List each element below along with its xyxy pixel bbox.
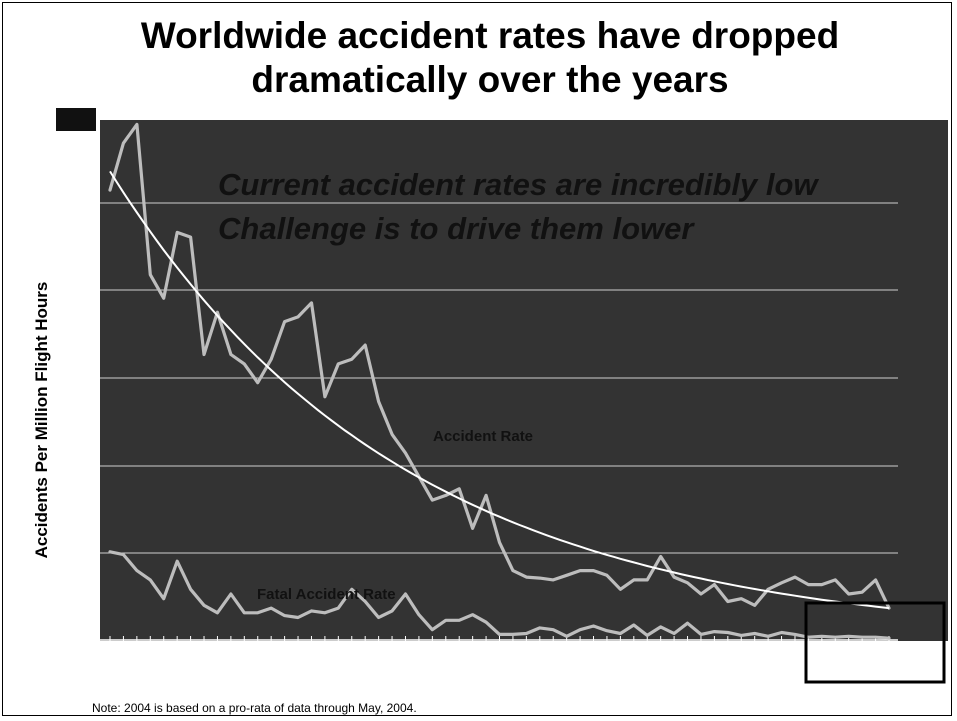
x-tick-label: 88 (670, 656, 684, 670)
x-tick-label: '03 (872, 656, 886, 673)
x-tick-label: 52 (187, 656, 201, 670)
x-tick-label: 70 (428, 656, 442, 670)
x-tick-label: 91 (710, 656, 724, 670)
x-tick-label: 61 (307, 656, 321, 670)
grid-lines (100, 202, 898, 554)
x-tick-label: 58 (267, 656, 281, 670)
x-tick-label: 82 (590, 656, 604, 670)
x-tick-label: 46 (106, 656, 120, 670)
x-tick-label: 85 (630, 656, 644, 670)
x-tick-label: 49 (146, 656, 160, 670)
x-tick-label: 94 (751, 656, 765, 670)
legend-swatch (56, 108, 96, 131)
x-tick-label: '00 (831, 656, 845, 673)
x-tick-label: 67 (388, 656, 402, 670)
chart-title-line-1: Worldwide accident rates have dropped (140, 15, 840, 56)
chart-title: Worldwide accident rates have dropped dr… (40, 14, 940, 102)
accident-rate-line (108, 122, 891, 610)
x-tick-label: 73 (469, 656, 483, 670)
x-tick-label: 79 (549, 656, 563, 670)
annotation-line-2: Challenge is to drive them lower (218, 211, 695, 246)
footnote: Note: 2004 is based on a pro-rata of dat… (92, 701, 417, 715)
x-tick-label: 64 (348, 656, 362, 670)
recent-years-highlight-box (804, 601, 946, 684)
x-tick-label: 76 (509, 656, 523, 670)
series-layer (108, 122, 891, 640)
x-axis: 46 49 52 55 58 61 64 67 70 73 76 79 82 85 88 91 94 97 '00 '… (100, 636, 898, 673)
x-tick-label: 55 (227, 656, 241, 670)
series-label-fatal-accident-rate: Fatal Accident Rate (257, 586, 396, 603)
fatal-accident-rate-line (108, 550, 891, 640)
chart-title-line-2: dramatically over the years (251, 59, 729, 100)
annotation-line-1: Current accident rates are incredibly lo… (218, 167, 819, 202)
plot-background (100, 120, 948, 641)
x-tick-label: 97 (791, 656, 805, 670)
trend-line (109, 170, 890, 610)
series-label-accident-rate: Accident Rate (433, 428, 533, 445)
